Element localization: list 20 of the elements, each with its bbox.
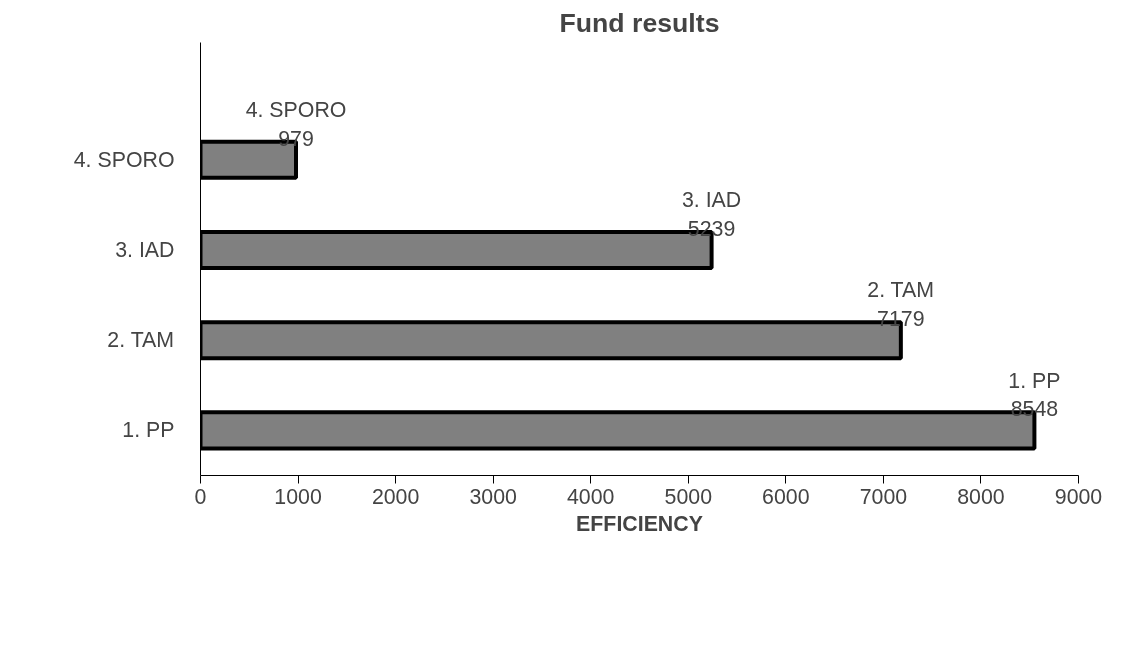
x-tick-label: 8000 <box>957 484 1005 509</box>
data-label: 1. PP 8548 <box>1008 368 1061 422</box>
x-tick-label: 2000 <box>371 484 420 509</box>
chart-title: Fund results <box>559 7 720 38</box>
x-tick-label: 6000 <box>762 484 810 509</box>
data-label: 2. TAM 7179 <box>867 278 935 332</box>
x-tick-label: 4000 <box>567 484 615 509</box>
x-tick-label: 7000 <box>859 484 908 509</box>
y-tick-label: 4. SPORO <box>73 147 175 172</box>
y-tick-label: 3. IAD <box>115 237 175 262</box>
y-tick-label: 1. PP <box>122 418 175 443</box>
y-tick-label: 2. TAM <box>107 328 175 353</box>
x-tick-label: 1000 <box>274 484 322 509</box>
x-axis-title: EFFICIENCY <box>576 511 703 536</box>
x-tick-label: 3000 <box>469 484 518 509</box>
x-tick-label: 5000 <box>664 484 713 509</box>
x-tick-label: 0 <box>194 484 207 509</box>
x-tick-label: 9000 <box>1054 484 1103 509</box>
data-label: 4. SPORO 979 <box>245 97 347 151</box>
data-label: 3. IAD 5239 <box>681 188 742 241</box>
